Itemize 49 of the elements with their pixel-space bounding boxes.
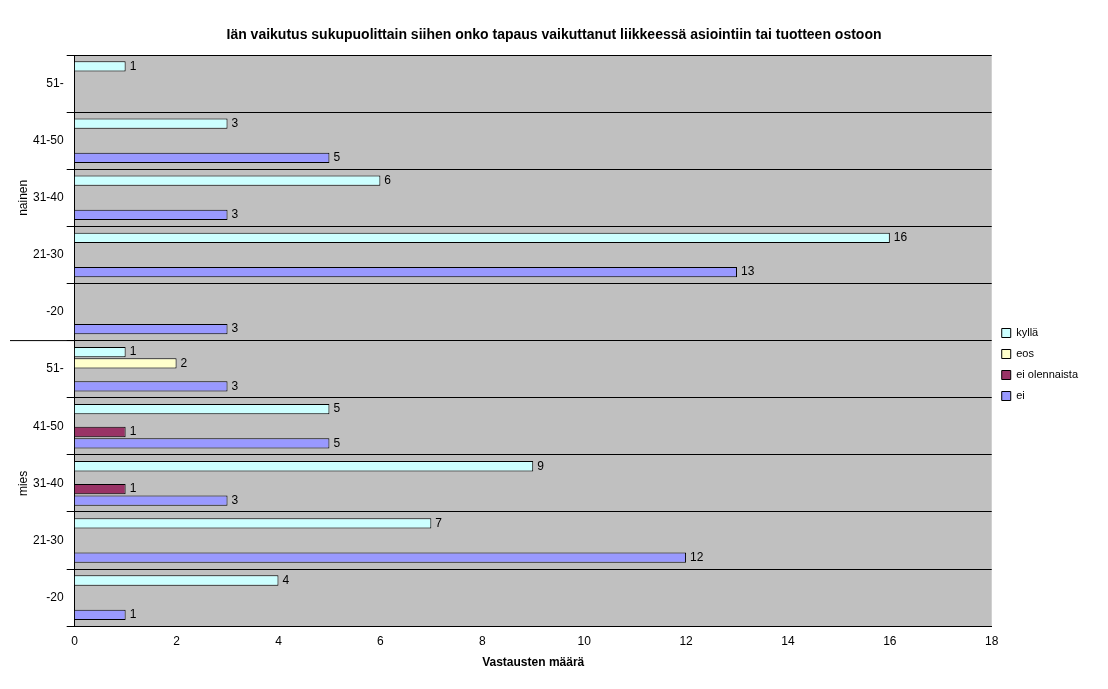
data-label: 3 [231, 207, 239, 222]
x-axis-title: Vastausten määrä [482, 655, 585, 670]
y-tick-label: -20 [46, 304, 65, 319]
data-label: 6 [384, 172, 392, 187]
x-tick-label: 8 [478, 633, 486, 648]
y-tick-label: 21-30 [32, 532, 65, 547]
data-label: 3 [231, 321, 239, 336]
data-label: 16 [893, 230, 908, 245]
data-label: 1 [129, 481, 137, 496]
y-tick-label: 41-50 [32, 418, 65, 433]
y-tick-label: 41-50 [32, 132, 65, 147]
data-label: 9 [537, 458, 545, 473]
data-label: 1 [129, 58, 137, 73]
data-label: 1 [129, 607, 137, 622]
x-tick-label: 6 [377, 633, 385, 648]
chart-title: Iän vaikutus sukupuolittain siihen onko tapaus vaikuttanut liikkeessä asiointiin tai tuotteen ostoon [225, 26, 883, 42]
data-label: 5 [333, 401, 341, 416]
data-label: 5 [333, 435, 341, 450]
y-tick-label: 21-30 [32, 247, 65, 262]
data-label: 3 [231, 115, 239, 130]
x-tick-label: 0 [71, 633, 79, 648]
y-tick-label: 31-40 [32, 190, 65, 205]
data-label: 3 [231, 378, 239, 393]
data-label: 3 [231, 492, 239, 507]
legend-label: eos [1016, 347, 1035, 360]
y-tick-label: 51- [46, 361, 64, 376]
data-label: 13 [741, 264, 755, 279]
text: mies [16, 470, 31, 497]
data-label: 5 [333, 150, 341, 165]
y-tick-label: 51- [46, 75, 64, 90]
data-label: 2 [180, 355, 188, 370]
text: nainen [16, 179, 31, 216]
x-tick-label: 16 [883, 633, 897, 648]
data-label: 12 [690, 549, 704, 564]
x-tick-label: 14 [781, 633, 795, 648]
x-tick-label: 12 [679, 633, 694, 648]
data-label: 1 [129, 344, 137, 359]
data-label: 4 [282, 572, 290, 587]
legend-label: ei olennaista [1016, 368, 1079, 381]
x-tick-label: 2 [173, 633, 181, 648]
legend-label: ei [1016, 389, 1025, 402]
data-label: 7 [435, 515, 443, 530]
x-tick-label: 4 [275, 633, 283, 648]
legend-label: kyllä [1016, 326, 1040, 339]
x-tick-label: 10 [577, 633, 592, 648]
y-tick-label: -20 [46, 589, 65, 604]
data-label: 1 [129, 424, 137, 439]
x-tick-label: 18 [985, 633, 999, 648]
y-tick-label: 31-40 [32, 475, 65, 490]
